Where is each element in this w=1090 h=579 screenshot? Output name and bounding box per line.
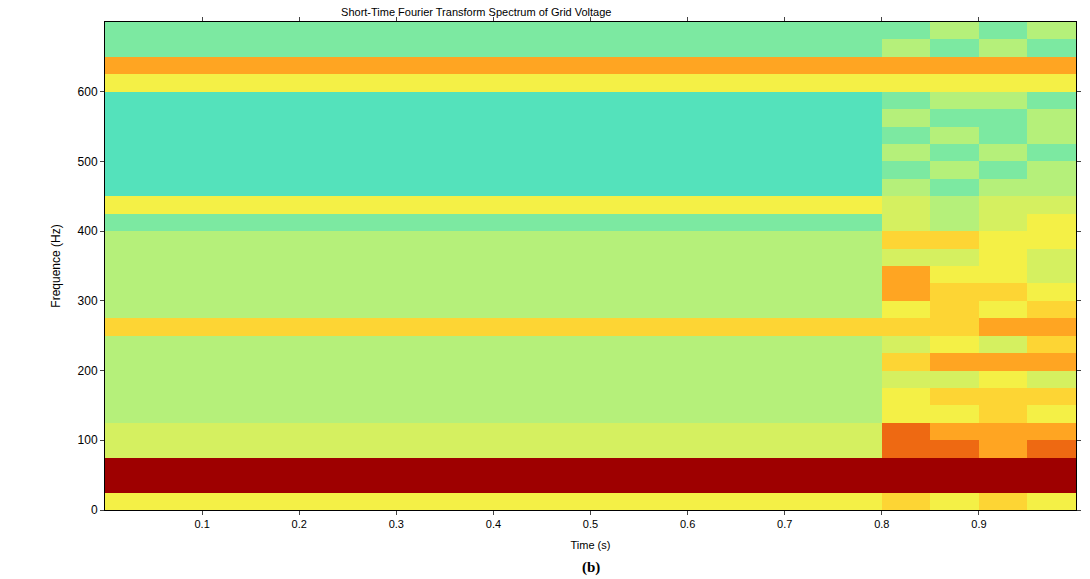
svg-text:(b): (b) [582, 559, 600, 576]
svg-text:Short-Time Fourier Transform S: Short-Time Fourier Transform Spectrum of… [341, 6, 611, 18]
svg-text:500: 500 [78, 155, 98, 169]
svg-text:0.8: 0.8 [874, 518, 889, 530]
svg-text:0.6: 0.6 [680, 518, 695, 530]
svg-text:300: 300 [78, 294, 98, 308]
svg-text:400: 400 [78, 224, 98, 238]
svg-text:0: 0 [91, 503, 98, 517]
svg-text:100: 100 [78, 433, 98, 447]
svg-text:600: 600 [78, 85, 98, 99]
svg-text:200: 200 [78, 364, 98, 378]
svg-text:0.2: 0.2 [292, 518, 307, 530]
svg-text:0.4: 0.4 [486, 518, 501, 530]
svg-text:0.9: 0.9 [971, 518, 986, 530]
svg-text:Frequence (Hz): Frequence (Hz) [49, 224, 63, 307]
svg-text:0.5: 0.5 [583, 518, 598, 530]
svg-text:Time (s): Time (s) [571, 539, 611, 551]
svg-text:0.1: 0.1 [194, 518, 209, 530]
svg-text:0.3: 0.3 [389, 518, 404, 530]
svg-text:0.7: 0.7 [777, 518, 792, 530]
